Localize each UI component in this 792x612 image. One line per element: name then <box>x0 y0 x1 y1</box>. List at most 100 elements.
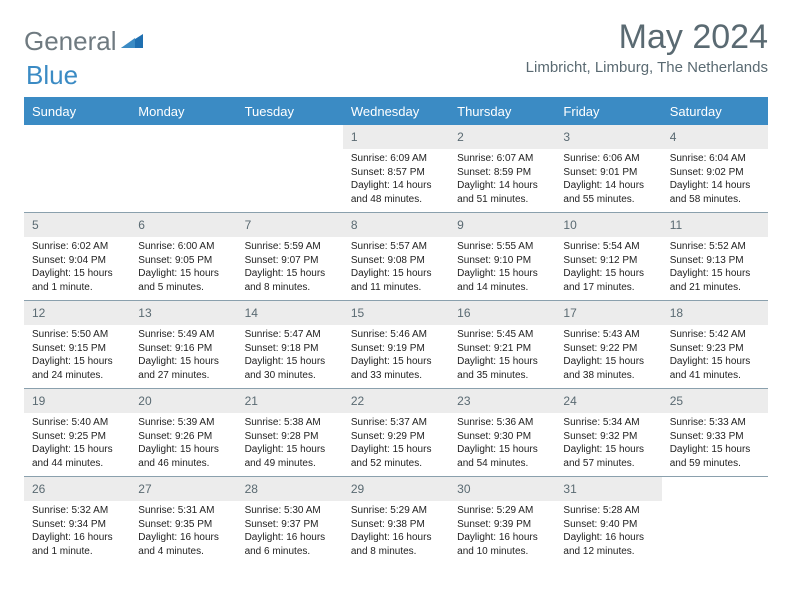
sunrise-text: Sunrise: 5:31 AM <box>138 504 228 518</box>
day-cell: 10Sunrise: 5:54 AMSunset: 9:12 PMDayligh… <box>555 213 661 300</box>
day-cell: 12Sunrise: 5:50 AMSunset: 9:15 PMDayligh… <box>24 301 130 388</box>
week-row: 19 Sunrise: 5:40 AMSunset: 9:25 PMDayligh… <box>24 389 768 477</box>
daylight-text: Daylight: 15 hours and 17 minutes. <box>563 267 653 294</box>
daylight-text: Daylight: 15 hours and 1 minute. <box>32 267 122 294</box>
daylight-text: Daylight: 15 hours and 30 minutes. <box>245 355 335 382</box>
week-row: 12Sunrise: 5:50 AMSunset: 9:15 PMDayligh… <box>24 301 768 389</box>
day-info: Sunrise: 5:49 AMSunset: 9:16 PMDaylight:… <box>130 325 236 388</box>
day-number: 8 <box>351 218 358 232</box>
logo-triangle-icon <box>121 30 143 53</box>
daylight-text: Daylight: 14 hours and 55 minutes. <box>563 179 653 206</box>
day-number-row <box>237 125 343 131</box>
sunrise-text: Sunrise: 5:46 AM <box>351 328 441 342</box>
day-info: Sunrise: 5:31 AMSunset: 9:35 PMDaylight:… <box>130 501 236 564</box>
day-cell: 31Sunrise: 5:28 AMSunset: 9:40 PMDayligh… <box>555 477 661 564</box>
day-number: 26 <box>32 482 45 496</box>
day-number: 16 <box>457 306 470 320</box>
day-cell: 1Sunrise: 6:09 AMSunset: 8:57 PMDaylight… <box>343 125 449 212</box>
day-cell: 7Sunrise: 5:59 AMSunset: 9:07 PMDaylight… <box>237 213 343 300</box>
day-cell <box>237 125 343 212</box>
sunset-text: Sunset: 9:37 PM <box>245 518 335 532</box>
day-number: 9 <box>457 218 464 232</box>
logo: General <box>24 18 145 57</box>
day-number-row: 14 <box>237 301 343 325</box>
day-number-row <box>24 125 130 131</box>
day-number: 15 <box>351 306 364 320</box>
sunset-text: Sunset: 9:01 PM <box>563 166 653 180</box>
sunrise-text: Sunrise: 5:49 AM <box>138 328 228 342</box>
day-cell: 15Sunrise: 5:46 AMSunset: 9:19 PMDayligh… <box>343 301 449 388</box>
day-header: Thursday <box>449 98 555 125</box>
calendar-page: General May 2024 Limbricht, Limburg, The… <box>0 0 792 582</box>
day-number-row: 26 <box>24 477 130 501</box>
daylight-text: Daylight: 16 hours and 8 minutes. <box>351 531 441 558</box>
day-number-row: 28 <box>237 477 343 501</box>
sunrise-text: Sunrise: 5:52 AM <box>670 240 760 254</box>
sunrise-text: Sunrise: 5:59 AM <box>245 240 335 254</box>
day-number-row: 18 <box>662 301 768 325</box>
day-number: 21 <box>245 394 258 408</box>
daylight-text: Daylight: 14 hours and 51 minutes. <box>457 179 547 206</box>
day-number-row: 22 <box>343 389 449 413</box>
daylight-text: Daylight: 15 hours and 21 minutes. <box>670 267 760 294</box>
day-number-row: 30 <box>449 477 555 501</box>
daylight-text: Daylight: 16 hours and 1 minute. <box>32 531 122 558</box>
sunset-text: Sunset: 9:04 PM <box>32 254 122 268</box>
day-number: 25 <box>670 394 683 408</box>
day-number-row: 12 <box>24 301 130 325</box>
day-info: Sunrise: 5:29 AMSunset: 9:39 PMDaylight:… <box>449 501 555 564</box>
day-cell: 8Sunrise: 5:57 AMSunset: 9:08 PMDaylight… <box>343 213 449 300</box>
day-info: Sunrise: 5:40 AMSunset: 9:25 PMDaylight:… <box>24 413 130 476</box>
day-number: 13 <box>138 306 151 320</box>
day-number-row: 15 <box>343 301 449 325</box>
day-number: 3 <box>563 130 570 144</box>
day-number-row: 29 <box>343 477 449 501</box>
daylight-text: Daylight: 15 hours and 38 minutes. <box>563 355 653 382</box>
sunset-text: Sunset: 9:15 PM <box>32 342 122 356</box>
day-info: Sunrise: 6:04 AMSunset: 9:02 PMDaylight:… <box>662 149 768 212</box>
sunrise-text: Sunrise: 6:06 AM <box>563 152 653 166</box>
day-cell: 26Sunrise: 5:32 AMSunset: 9:34 PMDayligh… <box>24 477 130 564</box>
daylight-text: Daylight: 15 hours and 54 minutes. <box>457 443 547 470</box>
sunset-text: Sunset: 9:35 PM <box>138 518 228 532</box>
day-number: 28 <box>245 482 258 496</box>
day-number: 29 <box>351 482 364 496</box>
day-info: Sunrise: 5:45 AMSunset: 9:21 PMDaylight:… <box>449 325 555 388</box>
day-number-row: 21 <box>237 389 343 413</box>
sunset-text: Sunset: 9:34 PM <box>32 518 122 532</box>
day-cell: 16 Sunrise: 5:45 AMSunset: 9:21 PMDayligh… <box>449 301 555 388</box>
daylight-text: Daylight: 15 hours and 46 minutes. <box>138 443 228 470</box>
daylight-text: Daylight: 15 hours and 24 minutes. <box>32 355 122 382</box>
daylight-text: Daylight: 14 hours and 48 minutes. <box>351 179 441 206</box>
day-info: Sunrise: 5:43 AMSunset: 9:22 PMDaylight:… <box>555 325 661 388</box>
day-cell: 23Sunrise: 5:36 AMSunset: 9:30 PMDayligh… <box>449 389 555 476</box>
day-cell <box>24 125 130 212</box>
day-header: Saturday <box>662 98 768 125</box>
week-row: 5Sunrise: 6:02 AMSunset: 9:04 PMDaylight… <box>24 213 768 301</box>
daylight-text: Daylight: 14 hours and 58 minutes. <box>670 179 760 206</box>
sunset-text: Sunset: 9:25 PM <box>32 430 122 444</box>
day-cell: 21Sunrise: 5:38 AMSunset: 9:28 PMDayligh… <box>237 389 343 476</box>
daylight-text: Daylight: 15 hours and 5 minutes. <box>138 267 228 294</box>
daylight-text: Daylight: 15 hours and 49 minutes. <box>245 443 335 470</box>
sunrise-text: Sunrise: 6:09 AM <box>351 152 441 166</box>
day-cell: 4Sunrise: 6:04 AMSunset: 9:02 PMDaylight… <box>662 125 768 212</box>
day-number-row: 31 <box>555 477 661 501</box>
sunset-text: Sunset: 9:08 PM <box>351 254 441 268</box>
day-number-row: 6 <box>130 213 236 237</box>
sunset-text: Sunset: 9:32 PM <box>563 430 653 444</box>
day-number: 24 <box>563 394 576 408</box>
day-number: 22 <box>351 394 364 408</box>
day-number-row: 16 <box>449 301 555 325</box>
day-number: 17 <box>563 306 576 320</box>
sunset-text: Sunset: 9:21 PM <box>457 342 547 356</box>
day-header: Wednesday <box>343 98 449 125</box>
day-header: Friday <box>555 98 661 125</box>
day-number: 19 <box>32 394 45 408</box>
sunset-text: Sunset: 8:59 PM <box>457 166 547 180</box>
day-cell: 25Sunrise: 5:33 AMSunset: 9:33 PMDayligh… <box>662 389 768 476</box>
page-title: May 2024 <box>526 18 768 57</box>
sunset-text: Sunset: 9:26 PM <box>138 430 228 444</box>
sunrise-text: Sunrise: 5:45 AM <box>457 328 547 342</box>
sunrise-text: Sunrise: 5:30 AM <box>245 504 335 518</box>
